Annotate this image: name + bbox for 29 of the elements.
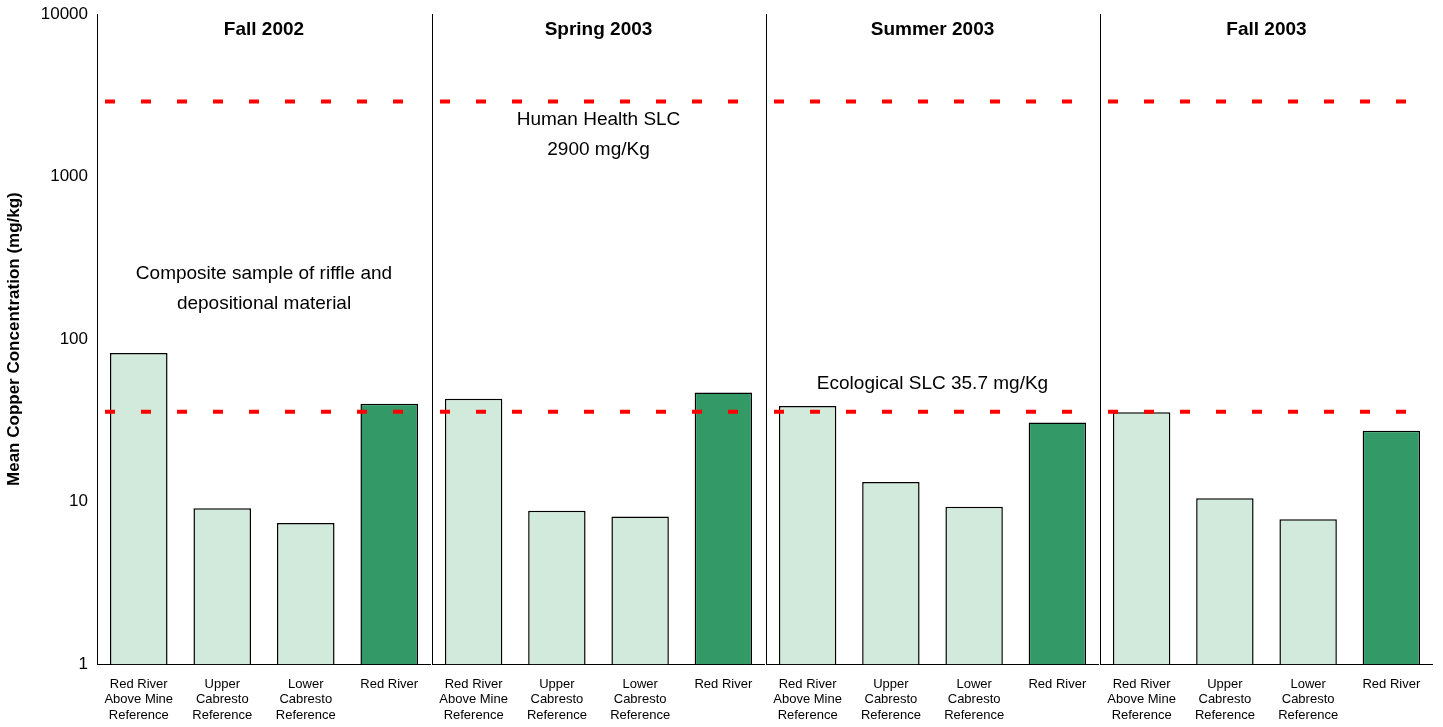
x-tick-label: Red River Above Mine Reference — [104, 675, 174, 722]
x-tick-label: Red River — [1362, 675, 1421, 691]
annotation: Composite sample of riffle and depositional material — [135, 262, 393, 314]
x-tick-label: Red River — [360, 675, 419, 691]
x-tick-label: Red River Above Mine Reference — [1107, 675, 1176, 722]
ref-line-label: Ecological SLC 35.7 mg/Kg — [816, 372, 1049, 394]
x-tick-label: Red River — [694, 675, 753, 691]
x-tick-label: Upper Cabresto Reference — [1194, 675, 1255, 722]
x-tick-label: Upper Cabresto Reference — [192, 675, 253, 722]
x-tick-label: Lower Cabresto Reference — [275, 675, 336, 722]
x-tick-label: Upper Cabresto Reference — [860, 675, 921, 722]
x-tick-label: Red River Above Mine Reference — [773, 675, 842, 722]
y-tick-label: 10000 — [40, 3, 88, 23]
y-tick-label: 100 — [59, 328, 88, 348]
chart-title: Summer 2003 — [870, 17, 995, 39]
x-tick-label: Lower Cabresto Reference — [944, 675, 1005, 722]
chart-title: Fall 2003 — [1226, 17, 1307, 39]
x-tick-label: Red River Above Mine Reference — [439, 675, 508, 722]
y-axis-title: Mean Copper Concentration (mg/kg) — [3, 192, 23, 486]
y-tick-label: 1000 — [50, 166, 88, 186]
x-tick-label: Lower Cabresto Reference — [1278, 675, 1339, 722]
chart-title: Spring 2003 — [544, 17, 653, 39]
chart-title: Fall 2002 — [223, 17, 305, 39]
x-tick-label: Lower Cabresto Reference — [610, 675, 671, 722]
y-tick-label: 10 — [69, 491, 88, 511]
ref-line-label: Human Health SLC 2900 mg/Kg — [516, 107, 681, 159]
x-tick-label: Red River — [1028, 675, 1087, 691]
y-tick-label: 1 — [78, 653, 88, 673]
x-tick-label: Upper Cabresto Reference — [526, 675, 587, 722]
